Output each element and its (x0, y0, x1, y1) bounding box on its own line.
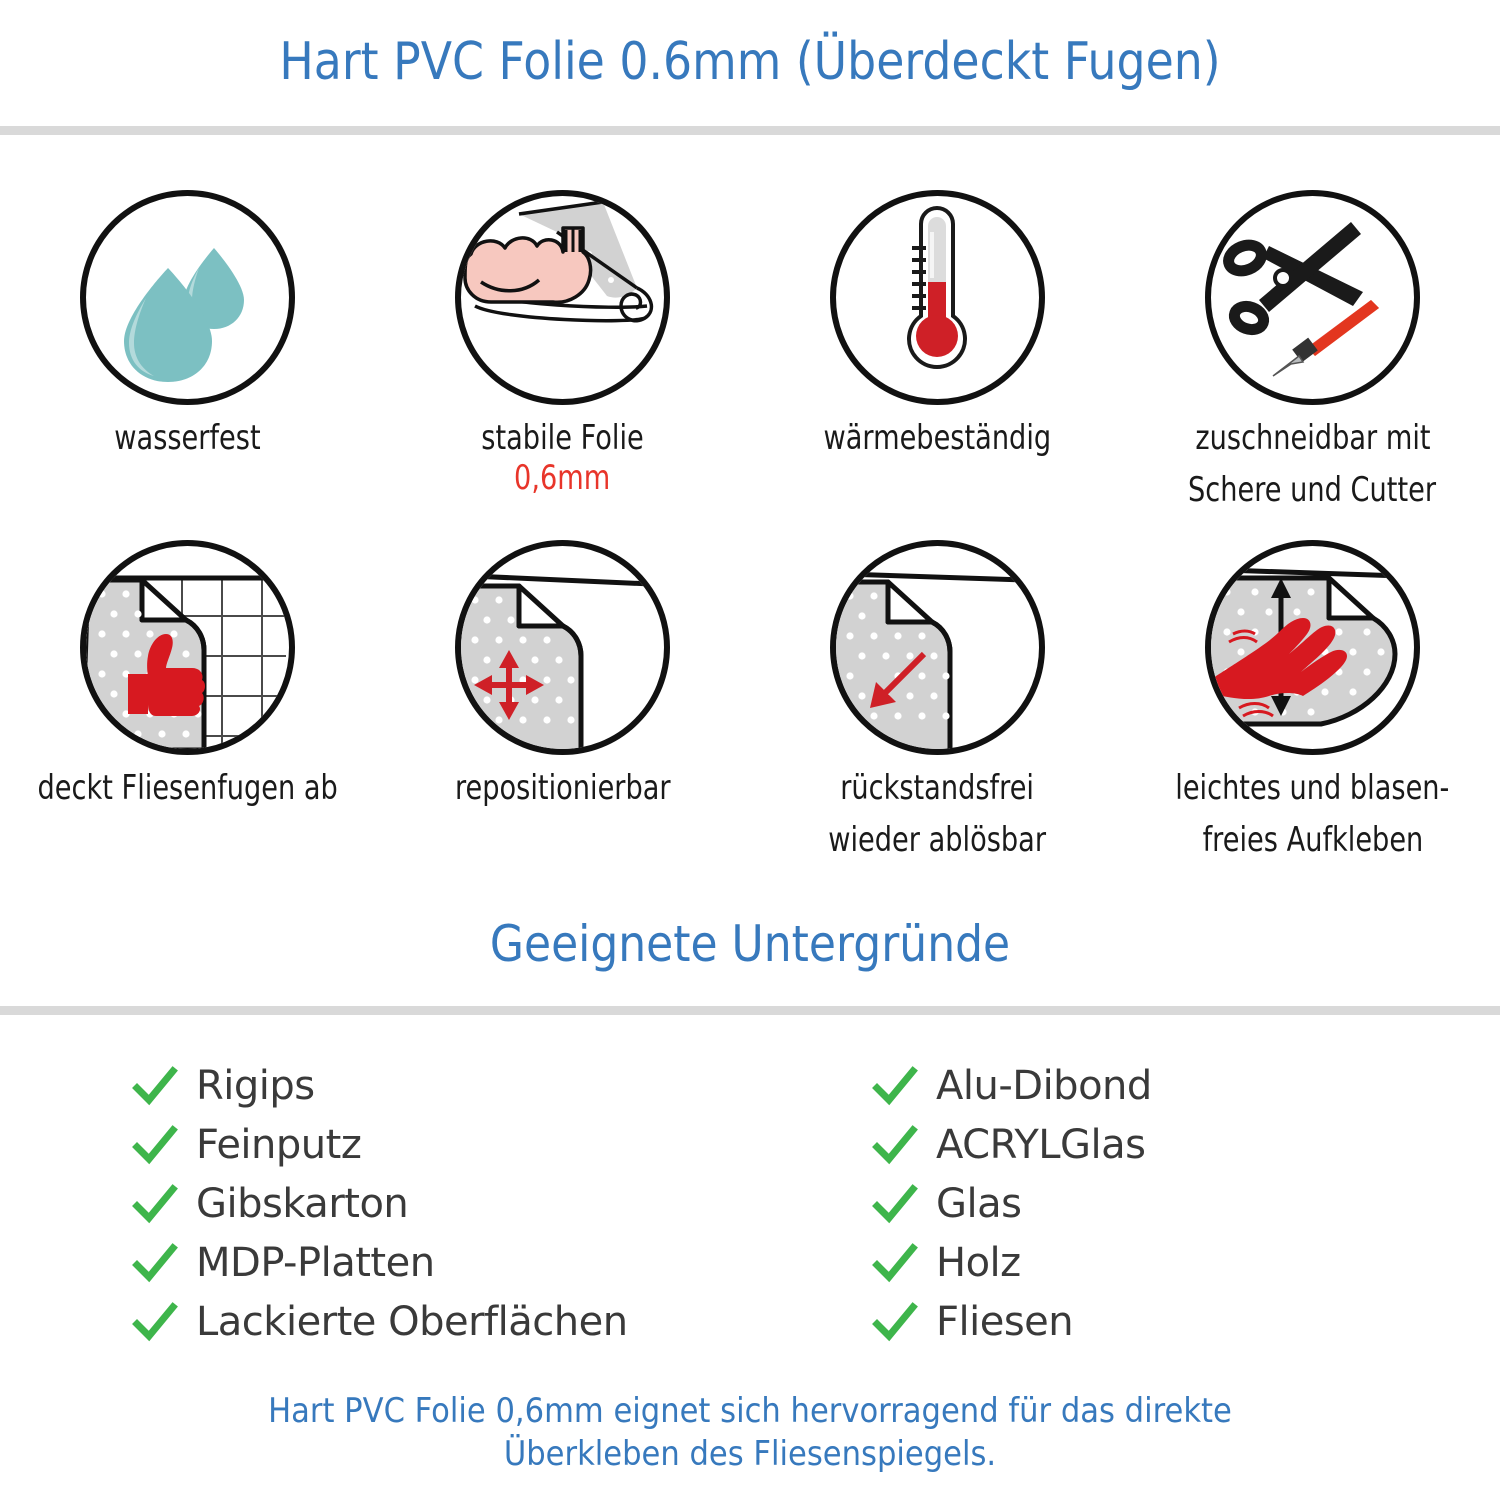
list-item: Rigips (132, 1056, 750, 1115)
feature-stabile-folie: stabile Folie 0,6mm (375, 190, 750, 540)
feature-sublabel-thickness: 0,6mm (514, 458, 611, 499)
footer-line-2: Überkleben des Fliesenspiegels. (503, 1433, 997, 1474)
list-item: Fliesen (872, 1292, 1500, 1351)
water-drops-icon (80, 190, 295, 405)
divider-mid (0, 1006, 1500, 1015)
feature-rueckstandsfrei: rückstandsfrei wieder ablösbar (750, 540, 1125, 890)
feature-blasenfreies-aufkleben: leichtes und blasen- freies Aufkleben (1125, 540, 1500, 890)
feature-row-2: deckt Fliesenfugen ab (0, 540, 1500, 890)
feature-repositionierbar: repositionierbar (375, 540, 750, 890)
page-title: Hart PVC Folie 0.6mm (Überdeckt Fugen) (279, 32, 1221, 92)
peel-arrow-film-icon (830, 540, 1045, 755)
list-item: Gibskarton (132, 1174, 750, 1233)
divider-top (0, 126, 1500, 135)
feature-grid: wasserfest (0, 190, 1500, 890)
feature-waermebestaendig: wärmebeständig (750, 190, 1125, 540)
check-icon (872, 1124, 918, 1164)
feature-zuschneidbar: zuschneidbar mit Schere und Cutter (1125, 190, 1500, 540)
list-item: ACRYLGlas (872, 1115, 1500, 1174)
feature-label-line2: Schere und Cutter (1188, 470, 1437, 511)
feature-label: stabile Folie (481, 418, 644, 458)
scissors-cutter-icon (1205, 190, 1420, 405)
feature-label: repositionierbar (454, 768, 671, 808)
substrate-label: Fliesen (936, 1298, 1074, 1345)
substrates-column-right: Alu-Dibond ACRYLGlas Glas Holz Fliesen (750, 1056, 1500, 1351)
substrate-label: MDP-Platten (196, 1239, 435, 1286)
move-arrows-film-icon (455, 540, 670, 755)
check-icon (132, 1183, 178, 1223)
list-item: MDP-Platten (132, 1233, 750, 1292)
flexing-arm-film-icon (455, 190, 670, 405)
check-icon (872, 1065, 918, 1105)
substrate-label: Rigips (196, 1062, 315, 1109)
feature-label-line2: freies Aufkleben (1202, 820, 1423, 861)
check-icon (872, 1242, 918, 1282)
feature-label-line1: leichtes und blasen- (1175, 768, 1450, 808)
feature-label-line2: wieder ablösbar (828, 820, 1047, 861)
substrates-heading: Geeignete Untergründe (489, 915, 1011, 973)
check-icon (872, 1301, 918, 1341)
hand-smoothing-film-icon (1205, 540, 1420, 755)
feature-label: deckt Fliesenfugen ab (37, 768, 338, 808)
substrate-label: Holz (936, 1239, 1021, 1286)
footer-line-1: Hart PVC Folie 0,6mm eignet sich hervorr… (268, 1391, 1232, 1431)
substrate-label: ACRYLGlas (936, 1121, 1146, 1168)
footer-note: Hart PVC Folie 0,6mm eignet sich hervorr… (75, 1390, 1425, 1475)
feature-label-line1: zuschneidbar mit (1194, 418, 1431, 458)
check-icon (132, 1301, 178, 1341)
thumbs-up-tile-film-icon (80, 540, 295, 755)
substrates-checklists: Rigips Feinputz Gibskarton MDP-Platten L… (0, 1056, 1500, 1351)
feature-label-line1: rückstandsfrei (840, 768, 1035, 808)
check-icon (132, 1065, 178, 1105)
list-item: Glas (872, 1174, 1500, 1233)
substrate-label: Alu-Dibond (936, 1062, 1152, 1109)
feature-wasserfest: wasserfest (0, 190, 375, 540)
feature-label: wasserfest (114, 418, 261, 458)
list-item: Lackierte Oberflächen (132, 1292, 750, 1351)
list-item: Feinputz (132, 1115, 750, 1174)
feature-row-1: wasserfest (0, 190, 1500, 540)
thermometer-icon (830, 190, 1045, 405)
list-item: Holz (872, 1233, 1500, 1292)
feature-deckt-fliesenfugen: deckt Fliesenfugen ab (0, 540, 375, 890)
feature-label: wärmebeständig (823, 418, 1052, 458)
substrate-label: Lackierte Oberflächen (196, 1298, 628, 1345)
substrate-label: Glas (936, 1180, 1022, 1227)
substrate-label: Feinputz (196, 1121, 362, 1168)
check-icon (132, 1242, 178, 1282)
check-icon (132, 1124, 178, 1164)
substrate-label: Gibskarton (196, 1180, 409, 1227)
check-icon (872, 1183, 918, 1223)
substrates-column-left: Rigips Feinputz Gibskarton MDP-Platten L… (0, 1056, 750, 1351)
list-item: Alu-Dibond (872, 1056, 1500, 1115)
